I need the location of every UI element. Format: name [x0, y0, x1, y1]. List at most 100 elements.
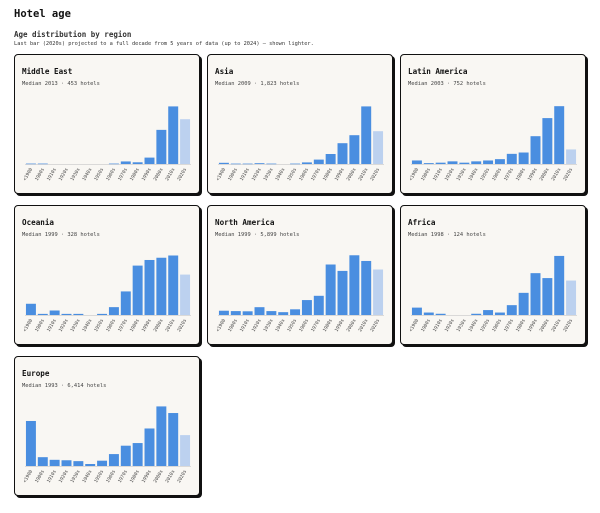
chart-card-middle-east: Middle East Median 2013 · 453 hotels <19…	[14, 54, 200, 194]
chart-card-europe: Europe Median 1993 · 6,414 hotels <1900 1…	[14, 356, 200, 496]
x-tick-label: 1930s	[262, 318, 274, 333]
x-tick-label: 2010s	[164, 167, 176, 182]
x-tick-label: <1900	[215, 318, 227, 333]
bar-1930s	[73, 461, 84, 466]
x-tick-label: 1970s	[117, 318, 129, 333]
x-tick-label: 1900s	[227, 318, 239, 333]
chart-card-north-america: North America Median 1999 · 5,899 hotels…	[207, 205, 393, 345]
x-tick-label: 1910s	[46, 469, 58, 484]
x-tick-label: 2000s	[152, 318, 164, 333]
x-tick-label: 1900s	[34, 318, 46, 333]
bar-1970s	[313, 159, 324, 164]
x-tick-label: 1960s	[298, 167, 310, 182]
bar-1910s	[435, 162, 446, 164]
x-tick-label: 1930s	[455, 167, 467, 182]
bar-2020s	[373, 131, 384, 164]
x-tick-label: 1900s	[227, 167, 239, 182]
x-tick-label: 1940s	[81, 318, 93, 333]
bar-1990s	[144, 428, 155, 466]
bar-chart: <1900 1900s 1910s 1920s 1930s 1940s 1950s 1960s…	[22, 106, 191, 182]
bar-1930s	[266, 311, 277, 315]
x-tick-label: 1980s	[322, 318, 334, 333]
bar-1960s	[494, 159, 505, 164]
x-tick-label: 2020s	[562, 167, 574, 182]
bar-1980s	[518, 152, 529, 164]
x-tick-label: <1900	[408, 167, 420, 182]
bar-1930s	[459, 162, 470, 164]
x-tick-label: 1980s	[129, 469, 141, 484]
x-tick-label: 1960s	[491, 318, 503, 333]
x-tick-label: 1900s	[420, 318, 432, 333]
bar-2010s	[361, 106, 372, 164]
bar-1940s	[471, 313, 482, 315]
bar-1940s	[471, 161, 482, 164]
bar-2000s	[156, 129, 167, 164]
bar-1910s	[49, 310, 60, 315]
x-tick-label: 2010s	[164, 469, 176, 484]
x-tick-label: 2020s	[369, 318, 381, 333]
x-tick-label: 1980s	[515, 167, 527, 182]
bar-1900s	[230, 311, 241, 315]
bar-2000s	[542, 118, 553, 164]
x-tick-label: 1920s	[251, 318, 263, 333]
x-tick-label: 1900s	[420, 167, 432, 182]
bar-2000s	[349, 255, 360, 315]
x-tick-label: 1910s	[432, 167, 444, 182]
bar-2010s	[168, 413, 179, 466]
bar-1900s	[423, 312, 434, 315]
x-tick-label: 1940s	[274, 167, 286, 182]
x-tick-label: 1920s	[251, 167, 263, 182]
x-tick-label: 1910s	[239, 318, 251, 333]
bar-2010s	[554, 255, 565, 315]
bar-2000s	[156, 406, 167, 466]
chart-subtitle: Median 1993 · 6,414 hotels	[22, 383, 107, 389]
x-tick-label: 2000s	[538, 318, 550, 333]
x-tick-label: <1900	[22, 167, 34, 182]
x-tick-label: <1900	[22, 469, 34, 484]
x-tick-label: 2020s	[176, 318, 188, 333]
bar-1920s	[447, 161, 458, 164]
bar-1960s	[301, 162, 312, 164]
x-tick-label: 1940s	[274, 318, 286, 333]
chart-card-africa: Africa Median 1998 · 124 hotels <1900 190…	[400, 205, 586, 345]
x-tick-label: 2000s	[345, 318, 357, 333]
bar-1970s	[506, 305, 517, 315]
chart-subtitle: Median 1999 · 5,899 hotels	[215, 232, 300, 238]
x-tick-label: 1980s	[322, 167, 334, 182]
x-tick-label: 1900s	[34, 167, 46, 182]
chart-title: Latin America	[408, 67, 468, 76]
section-note: Last bar (2020s) projected to a full dec…	[14, 41, 314, 47]
bar-1950s	[290, 309, 301, 315]
bar-1960s	[494, 312, 505, 315]
bar-1920s	[254, 163, 265, 164]
bar-1900s	[37, 457, 48, 466]
x-tick-label: 1990s	[141, 318, 153, 333]
bar-1920s	[254, 307, 265, 315]
bar-1980s	[132, 443, 143, 466]
bar-1990s	[144, 157, 155, 164]
x-tick-label: 1970s	[117, 469, 129, 484]
x-tick-label: 1910s	[432, 318, 444, 333]
chart-card-asia: Asia Median 2009 · 1,823 hotels <1900 190…	[207, 54, 393, 194]
x-tick-label: 1900s	[34, 469, 46, 484]
bar-1990s	[337, 143, 348, 164]
bar-1910s	[242, 311, 253, 315]
page-title: Hotel age	[14, 8, 71, 20]
x-tick-label: 1960s	[298, 318, 310, 333]
bar-chart: <1900 1900s 1910s 1920s 1930s 1940s 1950s 1960s…	[215, 106, 384, 182]
chart-title: Europe	[22, 369, 50, 378]
x-tick-label: 1920s	[58, 167, 70, 182]
x-tick-label: 2000s	[538, 167, 550, 182]
x-tick-label: 2000s	[152, 469, 164, 484]
x-tick-label: 1980s	[515, 318, 527, 333]
x-tick-label: 1920s	[58, 469, 70, 484]
bar-1950s	[483, 160, 494, 164]
bar-1900	[25, 163, 36, 165]
x-tick-label: 2020s	[369, 167, 381, 182]
x-tick-label: <1900	[22, 318, 34, 333]
bar-1950s	[97, 460, 108, 466]
x-tick-label: 1970s	[503, 318, 515, 333]
x-tick-label: 1930s	[262, 167, 274, 182]
x-tick-label: 1940s	[467, 318, 479, 333]
x-tick-label: 1940s	[81, 469, 93, 484]
